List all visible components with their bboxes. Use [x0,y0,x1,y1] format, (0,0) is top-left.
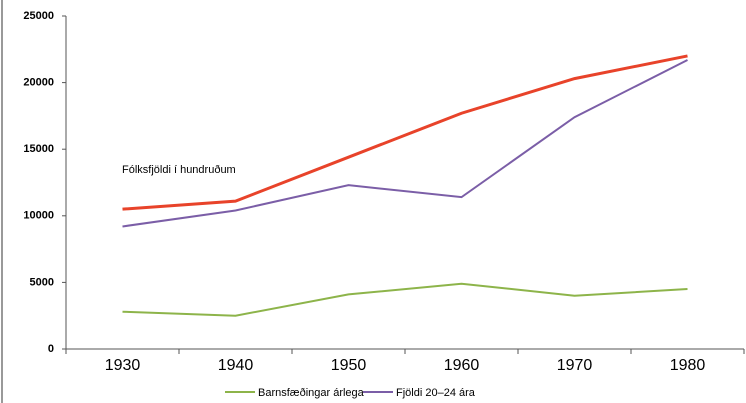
x-tick-label: 1980 [670,357,706,374]
y-tick-label: 5000 [30,276,54,288]
line-series [122,54,688,211]
y-tick-label: 15000 [23,143,54,155]
y-tick-label: 10000 [23,210,54,222]
x-tick-label: 1960 [444,357,480,374]
legend-label: Barnsfæðingar árlega [258,387,365,399]
x-tick-label: 1930 [105,357,141,374]
y-tick-label: 25000 [23,10,54,22]
legend-label: Fjöldi 20–24 ára [396,387,476,399]
y-tick-label: 20000 [23,77,54,89]
x-tick-label: 1940 [218,357,254,374]
x-tick-label: 1950 [331,357,367,374]
x-tick-label: 1970 [557,357,593,374]
y-tick-label: 0 [48,343,54,355]
line-series [122,282,688,317]
series-label: Fólksfjöldi í hundruðum [122,164,236,176]
line-series [122,59,688,228]
